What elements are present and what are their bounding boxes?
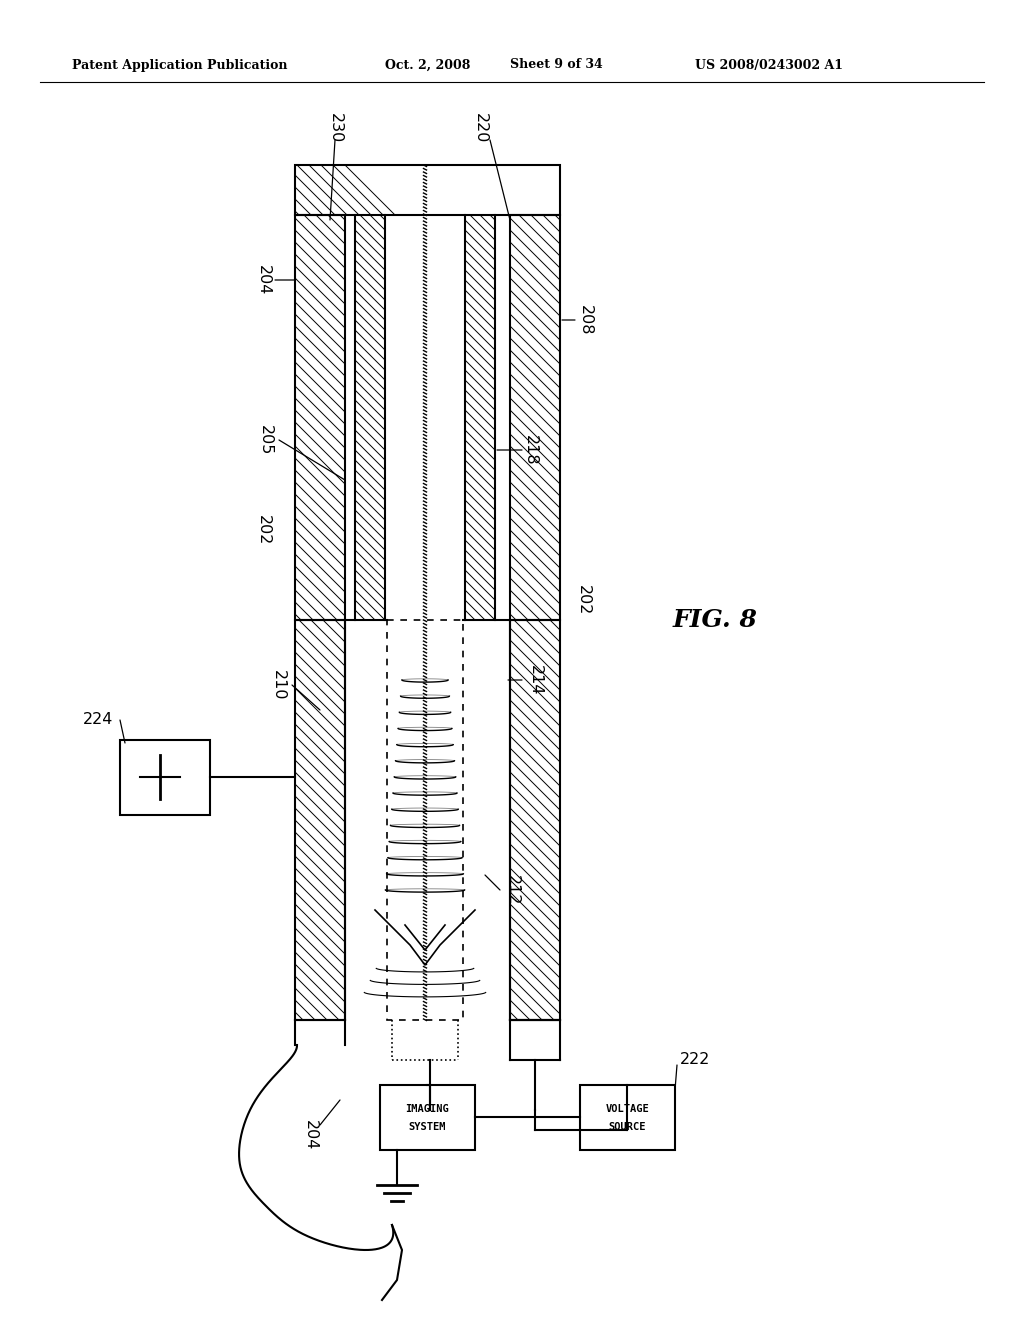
Bar [510, 215, 560, 620]
Text: US 2008/0243002 A1: US 2008/0243002 A1 [695, 58, 843, 71]
Text: SYSTEM: SYSTEM [409, 1122, 446, 1131]
Text: 205: 205 [257, 425, 272, 455]
Text: Sheet 9 of 34: Sheet 9 of 34 [510, 58, 603, 71]
Text: FIG. 8: FIG. 8 [673, 609, 758, 632]
Text: 218: 218 [522, 434, 538, 466]
Bar [387, 620, 463, 1020]
Text: VOLTAGE: VOLTAGE [605, 1104, 649, 1114]
Text: SOURCE: SOURCE [608, 1122, 646, 1131]
Text: IMAGING: IMAGING [406, 1104, 450, 1114]
Text: 204: 204 [256, 265, 270, 296]
Bar [295, 215, 345, 620]
Bar [120, 741, 210, 814]
Text: Oct. 2, 2008: Oct. 2, 2008 [385, 58, 470, 71]
Text: 230: 230 [328, 114, 342, 143]
Text: 204: 204 [302, 1119, 317, 1150]
Text: 210: 210 [270, 669, 286, 700]
Text: 202: 202 [575, 585, 591, 615]
Bar [295, 620, 345, 1020]
Text: Patent Application Publication: Patent Application Publication [72, 58, 288, 71]
Text: 222: 222 [680, 1052, 711, 1068]
Text: 214: 214 [527, 665, 543, 696]
Bar [380, 1085, 475, 1150]
Text: 202: 202 [256, 515, 270, 545]
Bar [295, 165, 560, 215]
Text: 208: 208 [578, 305, 593, 335]
Text: 212: 212 [505, 875, 519, 906]
Text: 220: 220 [472, 112, 487, 143]
Bar [580, 1085, 675, 1150]
Text: 224: 224 [83, 713, 113, 727]
Bar [510, 620, 560, 1020]
